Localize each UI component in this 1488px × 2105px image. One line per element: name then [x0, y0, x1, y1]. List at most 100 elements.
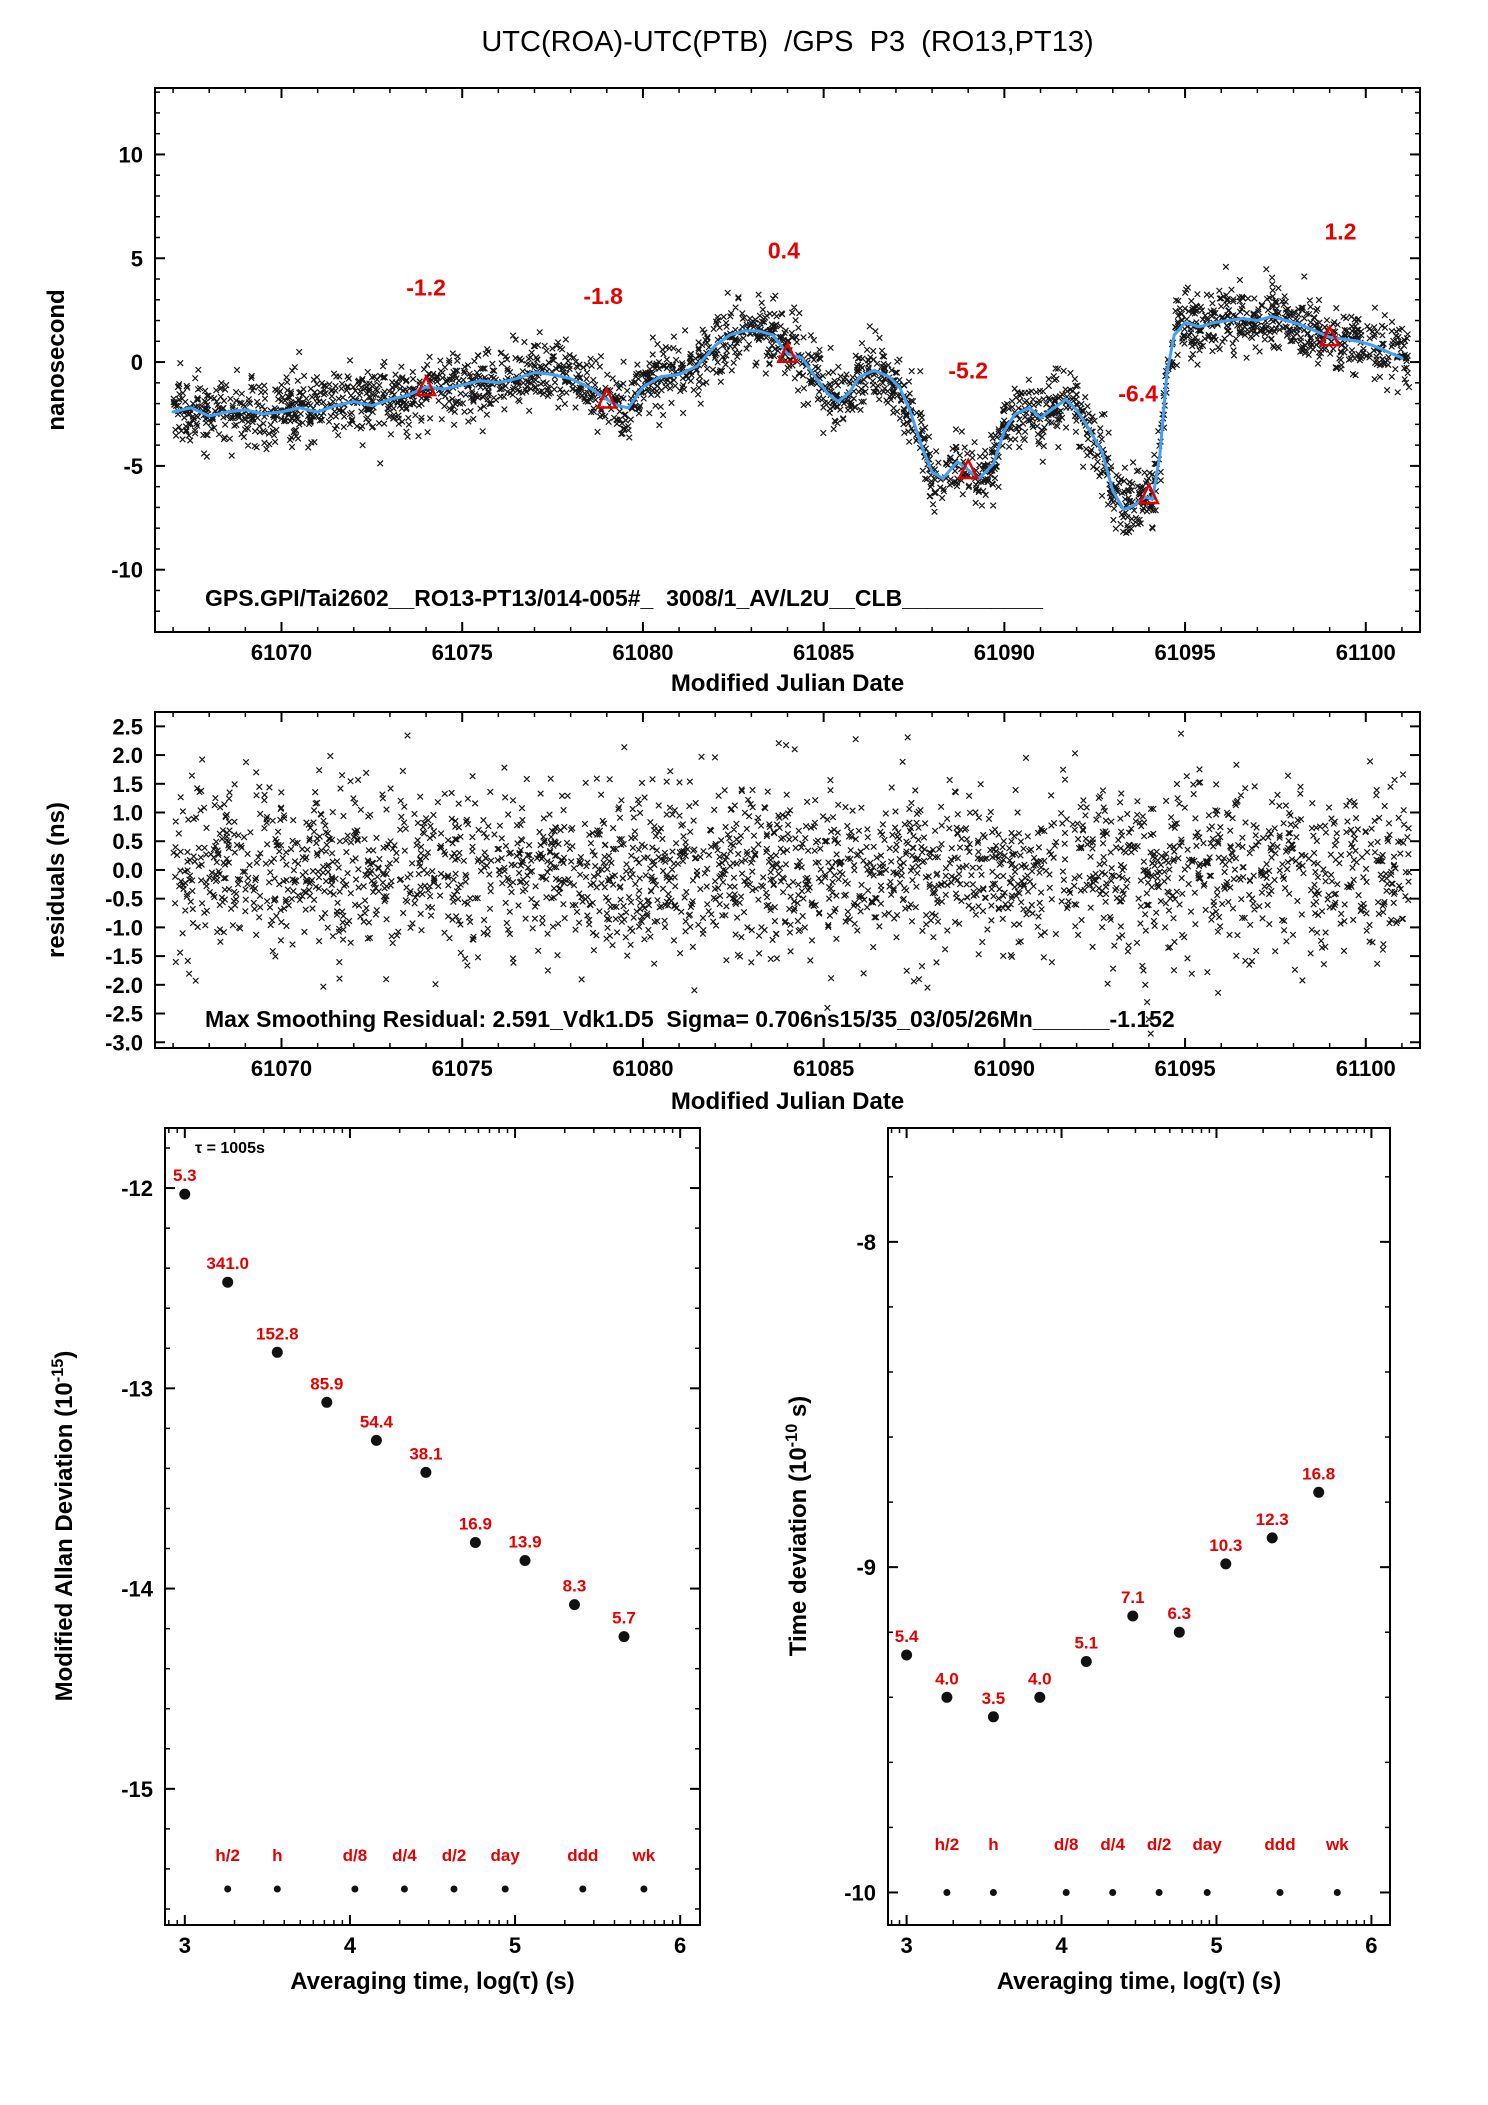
residuals-yaxis-label: residuals (ns) [43, 801, 70, 959]
svg-text:-1.2: -1.2 [406, 275, 446, 301]
svg-text:61085: 61085 [793, 1056, 854, 1081]
svg-text:12.3: 12.3 [1256, 1510, 1289, 1529]
svg-text:16.9: 16.9 [459, 1515, 492, 1534]
residuals-xaxis-label: Modified Julian Date [670, 1088, 905, 1115]
svg-text:-1.8: -1.8 [583, 283, 623, 309]
svg-text:-1.0: -1.0 [105, 915, 143, 940]
svg-text:-5.2: -5.2 [948, 358, 988, 384]
svg-text:5: 5 [131, 246, 143, 271]
svg-text:3: 3 [900, 1933, 912, 1958]
svg-text:4: 4 [1055, 1933, 1068, 1958]
svg-text:6.3: 6.3 [1167, 1604, 1191, 1623]
tdev-yaxis-exponent: -10 [783, 1423, 801, 1448]
svg-text:16.8: 16.8 [1302, 1464, 1335, 1483]
svg-text:h/2: h/2 [935, 1835, 960, 1854]
figure-title: UTC(ROA)-UTC(PTB) /GPS P3 (RO13,PT13) [481, 26, 1094, 58]
svg-text:152.8: 152.8 [256, 1324, 299, 1343]
tau-annotation: τ = 1005s [195, 1140, 265, 1157]
mdev-yaxis-label-text: Modified Allan Deviation (10 [51, 1382, 78, 1702]
svg-text:341.0: 341.0 [206, 1254, 249, 1273]
svg-text:d/4: d/4 [392, 1846, 417, 1865]
svg-text:38.1: 38.1 [409, 1444, 442, 1463]
svg-text:day: day [1193, 1835, 1223, 1854]
svg-text:8.3: 8.3 [563, 1577, 587, 1596]
top-yaxis-label: nanosecond [43, 289, 70, 431]
tdev-panel: 5.4 4.0 3.5 4.0 5.1 7.1 6.3 10.3 12.3 16.8 h/2 h d/8… [844, 1127, 1391, 1958]
svg-text:wk: wk [632, 1846, 656, 1865]
svg-text:ddd: ddd [567, 1846, 598, 1865]
svg-text:5: 5 [1210, 1933, 1222, 1958]
tdev-yaxis-label: Time deviation (10-10 s) [783, 1396, 813, 1657]
mdev-yaxis-exponent: -15 [49, 1358, 67, 1383]
svg-text:61085: 61085 [793, 640, 854, 665]
svg-text:h: h [272, 1846, 282, 1865]
svg-text:6: 6 [674, 1933, 686, 1958]
svg-text:1.0: 1.0 [112, 801, 143, 826]
svg-text:61075: 61075 [432, 640, 493, 665]
svg-text:wk: wk [1325, 1835, 1349, 1854]
svg-text:5.7: 5.7 [612, 1609, 636, 1628]
svg-text:-2.5: -2.5 [105, 1002, 143, 1027]
svg-text:-8: -8 [856, 1230, 876, 1255]
svg-text:4.0: 4.0 [1028, 1669, 1052, 1688]
svg-text:10.3: 10.3 [1209, 1536, 1242, 1555]
svg-text:-9: -9 [856, 1555, 876, 1580]
svg-text:61100: 61100 [1336, 640, 1396, 665]
svg-text:-3.0: -3.0 [105, 1030, 143, 1055]
svg-text:7.1: 7.1 [1121, 1588, 1145, 1607]
svg-text:d/8: d/8 [343, 1846, 368, 1865]
svg-text:10: 10 [119, 142, 143, 167]
svg-text:day: day [491, 1846, 521, 1865]
svg-text:61070: 61070 [251, 640, 312, 665]
svg-text:d/4: d/4 [1100, 1835, 1125, 1854]
svg-text:4: 4 [344, 1933, 357, 1958]
top-panel: -1.2 -1.8 0.4 -5.2 -6.4 1.2 61070 61075 61080 610… [111, 87, 1421, 665]
svg-text:61080: 61080 [612, 1056, 673, 1081]
svg-text:61070: 61070 [251, 1056, 312, 1081]
top-panel-annotation: GPS.GPI/Tai2602__RO13-PT13/014-005#_ 300… [205, 585, 1043, 611]
svg-text:5.1: 5.1 [1074, 1634, 1098, 1653]
svg-text:61095: 61095 [1154, 640, 1215, 665]
svg-text:0: 0 [131, 350, 143, 375]
residuals-panel-annotation: Max Smoothing Residual: 2.591_Vdk1.D5 Si… [205, 1006, 1175, 1032]
svg-text:4.0: 4.0 [935, 1669, 959, 1688]
svg-text:-6.4: -6.4 [1118, 381, 1158, 407]
svg-text:1.5: 1.5 [112, 772, 143, 797]
svg-text:ddd: ddd [1264, 1835, 1295, 1854]
svg-text:61090: 61090 [974, 640, 1035, 665]
svg-text:h: h [988, 1835, 998, 1854]
mdev-yaxis-label-close: ) [51, 1350, 78, 1359]
svg-text:5.4: 5.4 [895, 1627, 919, 1646]
svg-text:-13: -13 [121, 1376, 153, 1401]
svg-text:85.9: 85.9 [310, 1374, 343, 1393]
svg-text:3.5: 3.5 [982, 1689, 1006, 1708]
residuals-panel: 61070 61075 61080 61085 61090 61095 61100 2.5 2.… [105, 711, 1421, 1081]
svg-text:-12: -12 [121, 1176, 153, 1201]
svg-text:2.0: 2.0 [112, 743, 143, 768]
mdev-panel: 5.3 341.0 152.8 85.9 54.4 38.1 16.9 13.9 8.3 5.7 h… [121, 1127, 701, 1958]
svg-text:61075: 61075 [432, 1056, 493, 1081]
svg-text:5.3: 5.3 [173, 1166, 197, 1185]
svg-text:61100: 61100 [1336, 1056, 1396, 1081]
svg-text:2.5: 2.5 [112, 714, 143, 739]
svg-text:-5: -5 [123, 454, 143, 479]
svg-text:54.4: 54.4 [360, 1412, 394, 1431]
svg-text:6: 6 [1365, 1933, 1377, 1958]
svg-text:-0.5: -0.5 [105, 887, 143, 912]
svg-text:0.4: 0.4 [768, 237, 800, 263]
svg-text:d/2: d/2 [1147, 1835, 1172, 1854]
mdev-xaxis-label: Averaging time, log(τ) (s) [290, 1968, 575, 1995]
svg-text:1.2: 1.2 [1324, 219, 1356, 245]
svg-text:61095: 61095 [1154, 1056, 1215, 1081]
svg-text:61090: 61090 [974, 1056, 1035, 1081]
svg-text:0.5: 0.5 [112, 829, 143, 854]
svg-text:d/8: d/8 [1054, 1835, 1079, 1854]
svg-text:-10: -10 [844, 1880, 876, 1905]
svg-text:-14: -14 [121, 1577, 154, 1602]
svg-text:3: 3 [179, 1933, 191, 1958]
svg-text:5: 5 [509, 1933, 521, 1958]
tdev-yaxis-label-close: s) [785, 1395, 812, 1424]
svg-text:-10: -10 [111, 558, 143, 583]
